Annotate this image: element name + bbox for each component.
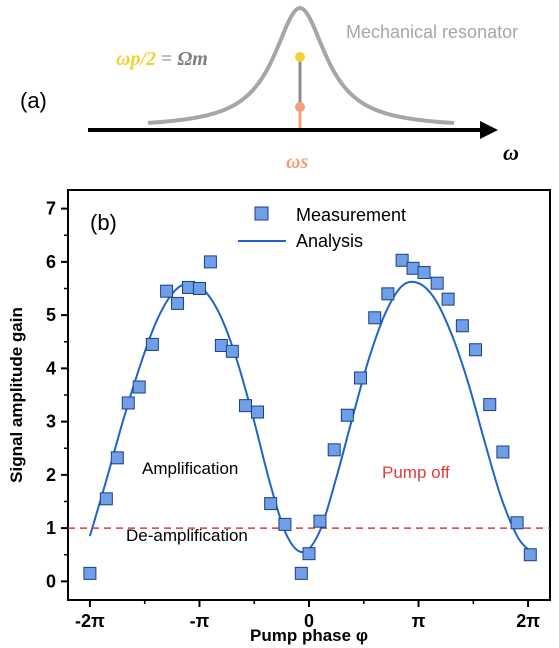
measurement-point	[483, 398, 497, 412]
omega-axis-label: ω	[503, 140, 519, 165]
measurement-point	[368, 311, 382, 325]
measurement-point	[395, 253, 409, 267]
pump-equation-rhs: Ωm	[177, 48, 207, 70]
axis-ticks	[61, 207, 530, 607]
measurement-point	[455, 319, 469, 333]
resonance-curve	[147, 5, 455, 126]
y-tick-label: 1	[46, 518, 56, 538]
measurement-point	[430, 276, 444, 290]
measurement-point	[381, 287, 395, 301]
y-tick-label: 2	[46, 465, 56, 485]
y-tick-label: 5	[46, 305, 56, 325]
measurement-point	[99, 492, 113, 506]
measurement-point	[110, 451, 124, 465]
measurement-point	[302, 547, 316, 561]
panel-a: (a) Mechanical resonator ωp/2 = Ωm ωs ω	[20, 5, 519, 173]
measurement-point	[510, 516, 524, 530]
measurement-point	[353, 371, 367, 385]
measurement-point	[327, 443, 341, 457]
measurement-point	[214, 338, 228, 352]
measurement-point	[132, 380, 146, 394]
measurement-point	[523, 548, 537, 562]
measurement-point	[469, 343, 483, 357]
measurement-point	[417, 266, 431, 280]
x-axis-label: Pump phase φ	[250, 626, 368, 645]
legend-measurement-marker	[254, 206, 269, 221]
legend-measurement-label: Measurement	[296, 205, 406, 225]
pump-equation-lhs: ωp/2	[116, 48, 156, 70]
y-tick-label: 0	[46, 571, 56, 591]
measurement-point	[294, 566, 308, 580]
signal-marker	[295, 102, 305, 112]
pump-off-label: Pump off	[382, 463, 450, 482]
x-tick-label: 0	[304, 611, 314, 631]
measurement-point	[192, 282, 206, 296]
measurement-point	[83, 566, 97, 580]
measurement-point	[160, 284, 174, 298]
panel-b: -2π -π 0 π 2π 0 1 2 3 4 5 6 7 (b) Measurement Analy…	[7, 189, 551, 645]
measurement-point	[225, 344, 239, 358]
measurement-point	[441, 292, 455, 306]
measurement-point	[264, 497, 278, 511]
measurement-point	[340, 408, 354, 422]
analysis-curve	[88, 280, 529, 554]
signal-frequency-label: ωs	[286, 151, 308, 173]
pump-equation-equals: =	[156, 48, 177, 70]
x-tick-label: π	[412, 611, 426, 631]
y-tick-label: 6	[46, 252, 56, 272]
x-tick-labels: -2π -π 0 π 2π	[75, 611, 540, 631]
pump-marker	[295, 52, 305, 62]
mechanical-resonator-label: Mechanical resonator	[346, 22, 518, 42]
measurement-point	[251, 405, 265, 419]
frequency-axis-arrowhead	[480, 121, 498, 139]
y-tick-labels: 0 1 2 3 4 5 6 7	[46, 199, 56, 592]
measurement-point	[406, 261, 420, 275]
measurement-point	[171, 296, 185, 310]
measurement-point	[203, 255, 217, 269]
pump-frequency-equation: ωp/2 = Ωm	[116, 48, 208, 70]
x-tick-label: -π	[190, 611, 210, 631]
panel-b-label: (b)	[90, 210, 117, 235]
panel-a-label: (a)	[20, 88, 47, 113]
y-tick-label: 7	[46, 199, 56, 219]
legend: Measurement Analysis	[238, 205, 406, 251]
y-axis-label: Signal amplitude gain	[7, 307, 26, 483]
measurement-point	[182, 280, 195, 294]
x-tick-label: 2π	[516, 611, 540, 631]
measurement-markers	[83, 253, 537, 580]
measurement-point	[278, 517, 292, 531]
measurement-point	[145, 337, 159, 351]
measurement-point	[238, 399, 252, 413]
measurement-point	[121, 396, 135, 410]
x-tick-label: -2π	[75, 611, 105, 631]
de-amplification-label: De-amplification	[126, 526, 248, 545]
measurement-point	[496, 445, 510, 459]
y-tick-label: 4	[46, 358, 56, 378]
legend-analysis-label: Analysis	[296, 231, 363, 251]
measurement-point	[313, 514, 327, 528]
y-tick-label: 3	[46, 412, 56, 432]
amplification-label: Amplification	[142, 459, 238, 478]
